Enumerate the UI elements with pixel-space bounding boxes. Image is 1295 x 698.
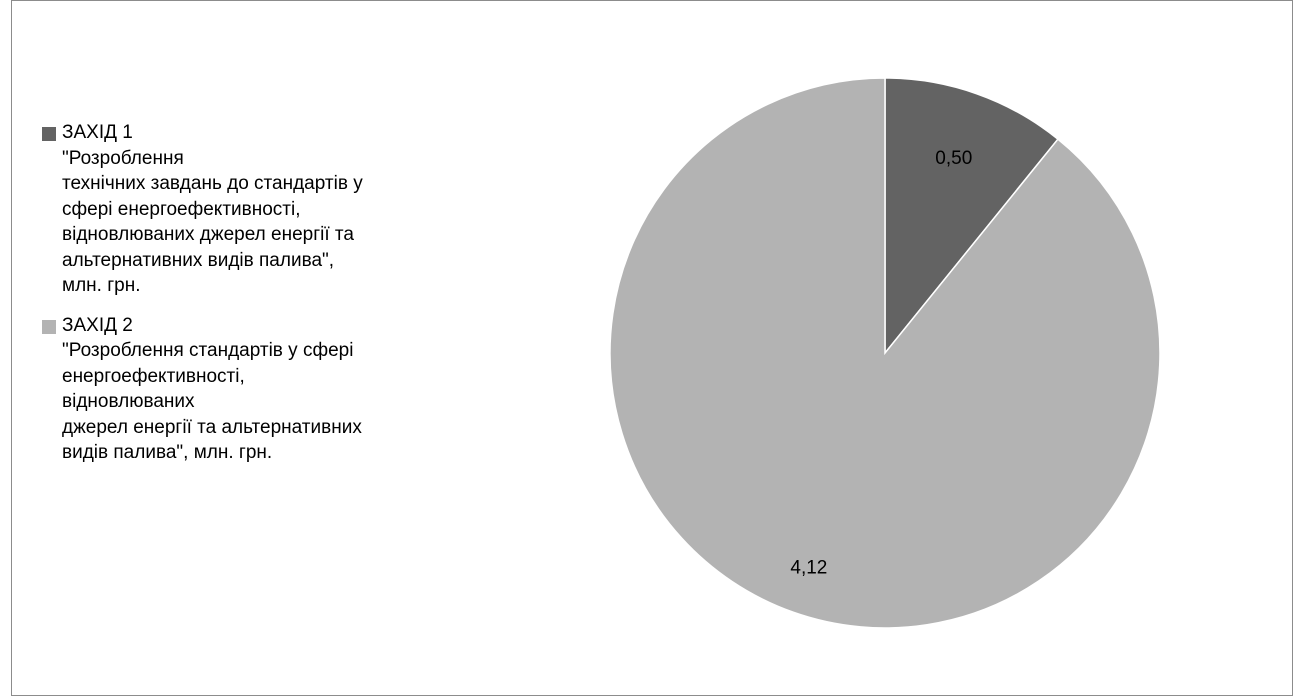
- legend-entry-2: ЗАХІД 2 "Розроблення стандартів у сфері …: [42, 313, 462, 466]
- pie-slice-labels: 0,50 4,12: [790, 148, 972, 579]
- legend: ЗАХІД 1 "Розроблення технічних завдань д…: [42, 120, 462, 480]
- legend-entry-1-line: технічних завдань до стандартів у: [62, 173, 363, 194]
- legend-entry-2-line: відновлюваних: [62, 391, 195, 412]
- legend-entry-1-line: альтернативних видів палива",: [62, 249, 335, 271]
- pie-slice-label-2: 4,12: [790, 558, 827, 579]
- legend-swatch-2: [42, 319, 56, 334]
- legend-entry-1-line: "Розроблення: [62, 147, 184, 169]
- legend-entry-2-line: видів палива", млн. грн.: [62, 442, 273, 463]
- legend-entry-1: ЗАХІД 1 "Розроблення технічних завдань д…: [42, 120, 462, 299]
- legend-entry-1-line: сфері енергоефективності,: [62, 198, 301, 220]
- legend-entry-2-line: джерел енергії та альтернативних: [62, 416, 362, 438]
- legend-entry-2-line: енергоефективності,: [62, 365, 245, 387]
- pie-slice-1: [884, 77, 1059, 356]
- pie-slice-2: [609, 77, 1161, 629]
- legend-entry-2-line: "Розроблення стандартів у сфері: [62, 340, 354, 361]
- legend-entry-1-line: відновлюваних джерел енергії та: [62, 224, 354, 245]
- legend-entry-1-line: ЗАХІД 1: [62, 122, 133, 143]
- legend-entry-1-line: млн. грн.: [62, 275, 141, 296]
- legend-entry-2-line: ЗАХІД 2: [62, 314, 133, 336]
- pie-slices: [609, 77, 1161, 629]
- pie-slice-label-1: 0,50: [935, 148, 972, 169]
- legend-swatch-1: [42, 127, 56, 141]
